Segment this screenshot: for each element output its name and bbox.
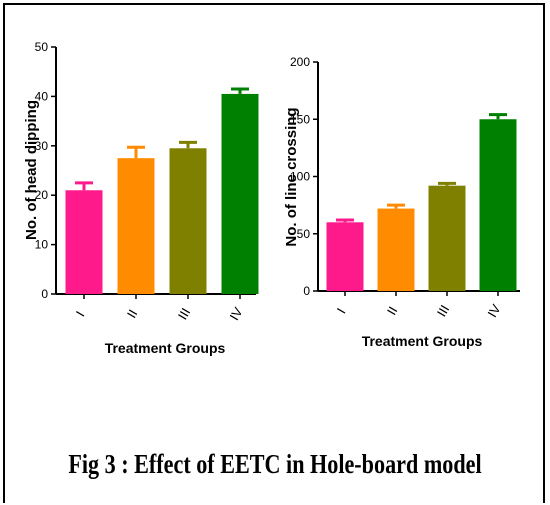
- y-tick-label: 150: [290, 112, 310, 126]
- bar-IV: [221, 93, 259, 295]
- x-axis-label: Treatment Groups: [105, 340, 226, 356]
- y-tick-label: 40: [35, 89, 49, 103]
- x-tick-label: II: [384, 304, 401, 318]
- bar-I: [65, 190, 103, 294]
- y-tick-label: 20: [35, 188, 49, 202]
- bar-II: [377, 208, 415, 291]
- bar-IV: [479, 119, 517, 291]
- x-tick-label: IV: [485, 301, 504, 319]
- bar-III: [169, 148, 207, 294]
- y-tick-label: 0: [303, 284, 310, 298]
- figure-frame: [3, 3, 545, 503]
- y-tick-label: 0: [41, 287, 48, 301]
- y-tick-label: 200: [290, 55, 310, 69]
- y-axis-label: No. of head dipping: [23, 100, 40, 240]
- y-axis-label: No. of line crossing: [283, 107, 300, 246]
- x-tick-label: IV: [227, 304, 246, 322]
- figure-caption: Fig 3 : Effect of EETC in Hole-board mod…: [68, 449, 482, 479]
- x-tick-label: I: [73, 308, 88, 319]
- x-tick-label: I: [334, 305, 349, 316]
- x-axis-label: Treatment Groups: [362, 333, 483, 349]
- x-tick-label: III: [175, 305, 193, 322]
- y-tick-label: 10: [35, 238, 49, 252]
- y-tick-label: 30: [35, 139, 49, 153]
- x-tick-label: II: [124, 307, 141, 321]
- x-tick-label: III: [434, 302, 452, 319]
- y-tick-label: 100: [290, 170, 310, 184]
- y-tick-label: 50: [297, 227, 311, 241]
- bar-III: [428, 185, 466, 291]
- y-tick-label: 50: [35, 40, 49, 54]
- bar-II: [117, 158, 155, 294]
- bar-I: [326, 222, 364, 291]
